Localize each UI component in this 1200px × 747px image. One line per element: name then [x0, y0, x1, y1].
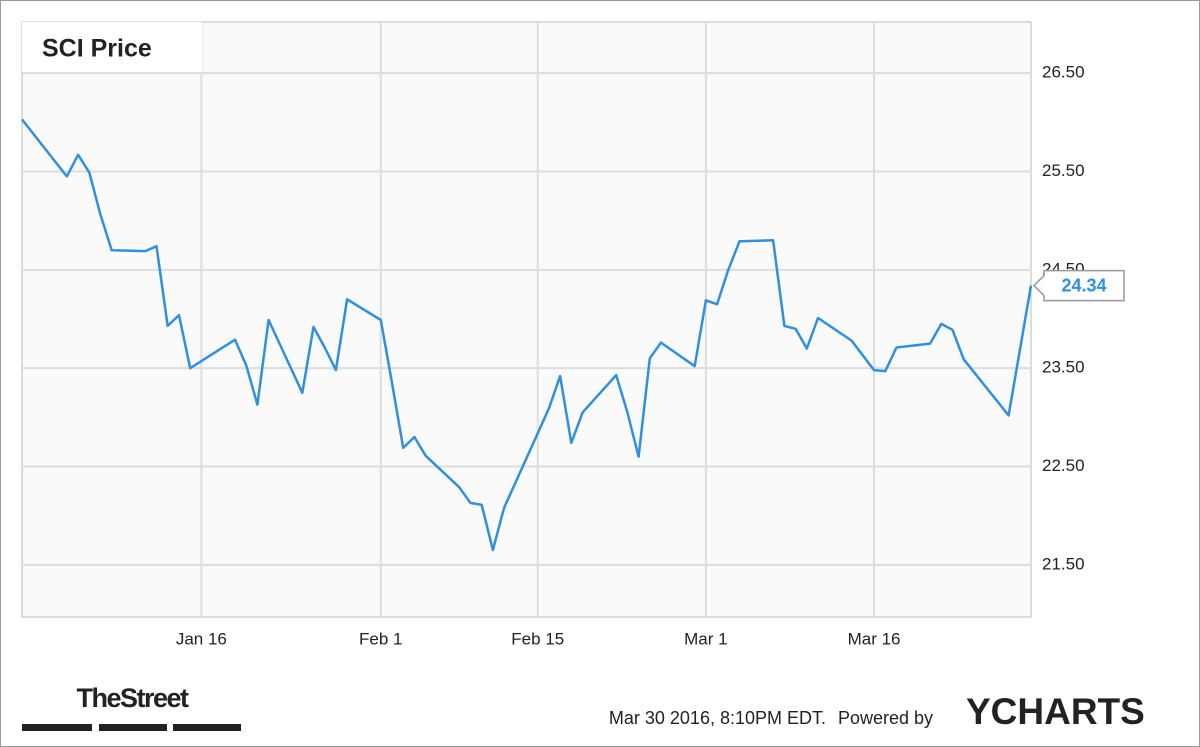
x-tick-label: Feb 15 [511, 629, 564, 648]
chart-title: SCI Price [42, 35, 152, 63]
x-tick-label: Mar 16 [848, 629, 901, 648]
powered-by: Powered by [838, 708, 933, 728]
logo-bar [22, 724, 92, 731]
y-tick-label: 23.50 [1042, 358, 1085, 377]
price-line [21, 118, 1033, 552]
brand-logo: YCHARTS [966, 691, 1145, 732]
value-callout [1032, 269, 1125, 302]
y-tick-label: 22.50 [1042, 456, 1085, 475]
x-tick-label: Mar 1 [684, 629, 727, 648]
title-box [22, 22, 202, 72]
logo-bar [99, 724, 167, 731]
plot-area [21, 21, 1032, 618]
y-tick-label: 21.50 [1042, 554, 1085, 573]
y-tick-label: 26.50 [1042, 63, 1085, 82]
last-value-label: 24.34 [1061, 275, 1106, 295]
source-logo: TheStreet [76, 683, 189, 713]
timestamp: Mar 30 2016, 8:10PM EDT. [609, 708, 826, 728]
logo-bar [173, 724, 241, 731]
x-tick-label: Jan 16 [176, 629, 227, 648]
x-tick-label: Feb 1 [359, 629, 402, 648]
y-tick-label: 25.50 [1042, 161, 1085, 180]
